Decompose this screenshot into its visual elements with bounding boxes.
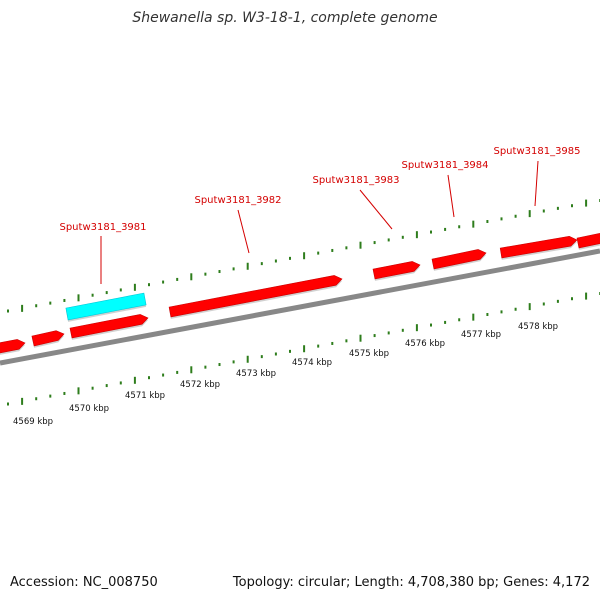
kbp-label: 4569 kbp <box>13 417 53 427</box>
topology-summary: Topology: circular; Length: 4,708,380 bp… <box>232 575 590 590</box>
gene-arrow[interactable] <box>431 249 487 270</box>
kbp-label: 4572 kbp <box>180 380 220 390</box>
gene-leader-line <box>359 189 393 230</box>
kbp-label: 4578 kbp <box>518 322 558 332</box>
kbp-label: 4577 kbp <box>461 330 501 340</box>
gene-arrow[interactable] <box>0 339 26 354</box>
kbp-label: 4570 kbp <box>69 404 109 414</box>
gene-arrow[interactable] <box>69 314 149 339</box>
gene-arrow[interactable] <box>576 233 600 249</box>
gene-labels: Sputw3181_3981 Sputw3181_3982 Sputw3181_39… <box>59 146 581 284</box>
gene-leader-line <box>534 160 539 207</box>
gene-label[interactable]: Sputw3181_3985 <box>493 146 580 157</box>
gene-label[interactable]: Sputw3181_3983 <box>312 175 399 186</box>
upper-tick-track <box>7 198 600 313</box>
kbp-label: 4575 kbp <box>349 349 389 359</box>
genome-title: Shewanella sp. W3-18-1, complete genome <box>132 10 437 26</box>
kbp-label: 4574 kbp <box>292 358 332 368</box>
kbp-label: 4576 kbp <box>405 339 445 349</box>
gene-highlighted[interactable] <box>65 292 147 321</box>
lower-tick-track <box>7 291 600 406</box>
kbp-labels: 4569 kbp 4570 kbp 4571 kbp 4572 kbp 4573 kbp… <box>13 322 558 427</box>
genome-backbone <box>0 248 600 366</box>
gene-label[interactable]: Sputw3181_3982 <box>194 195 281 206</box>
gene-label[interactable]: Sputw3181_3981 <box>59 222 146 233</box>
gene-label[interactable]: Sputw3181_3984 <box>401 160 488 171</box>
gene-arrow[interactable] <box>499 235 578 259</box>
kbp-label: 4573 kbp <box>236 369 276 379</box>
kbp-label: 4571 kbp <box>125 391 165 401</box>
accession-label: Accession: NC_008750 <box>10 575 158 590</box>
gene-track <box>0 233 600 355</box>
gene-arrow[interactable] <box>31 330 65 347</box>
gene-arrow[interactable] <box>372 261 421 280</box>
gene-leader-line <box>447 174 455 218</box>
gene-arrow[interactable] <box>168 275 343 318</box>
gene-leader-line <box>237 209 250 254</box>
